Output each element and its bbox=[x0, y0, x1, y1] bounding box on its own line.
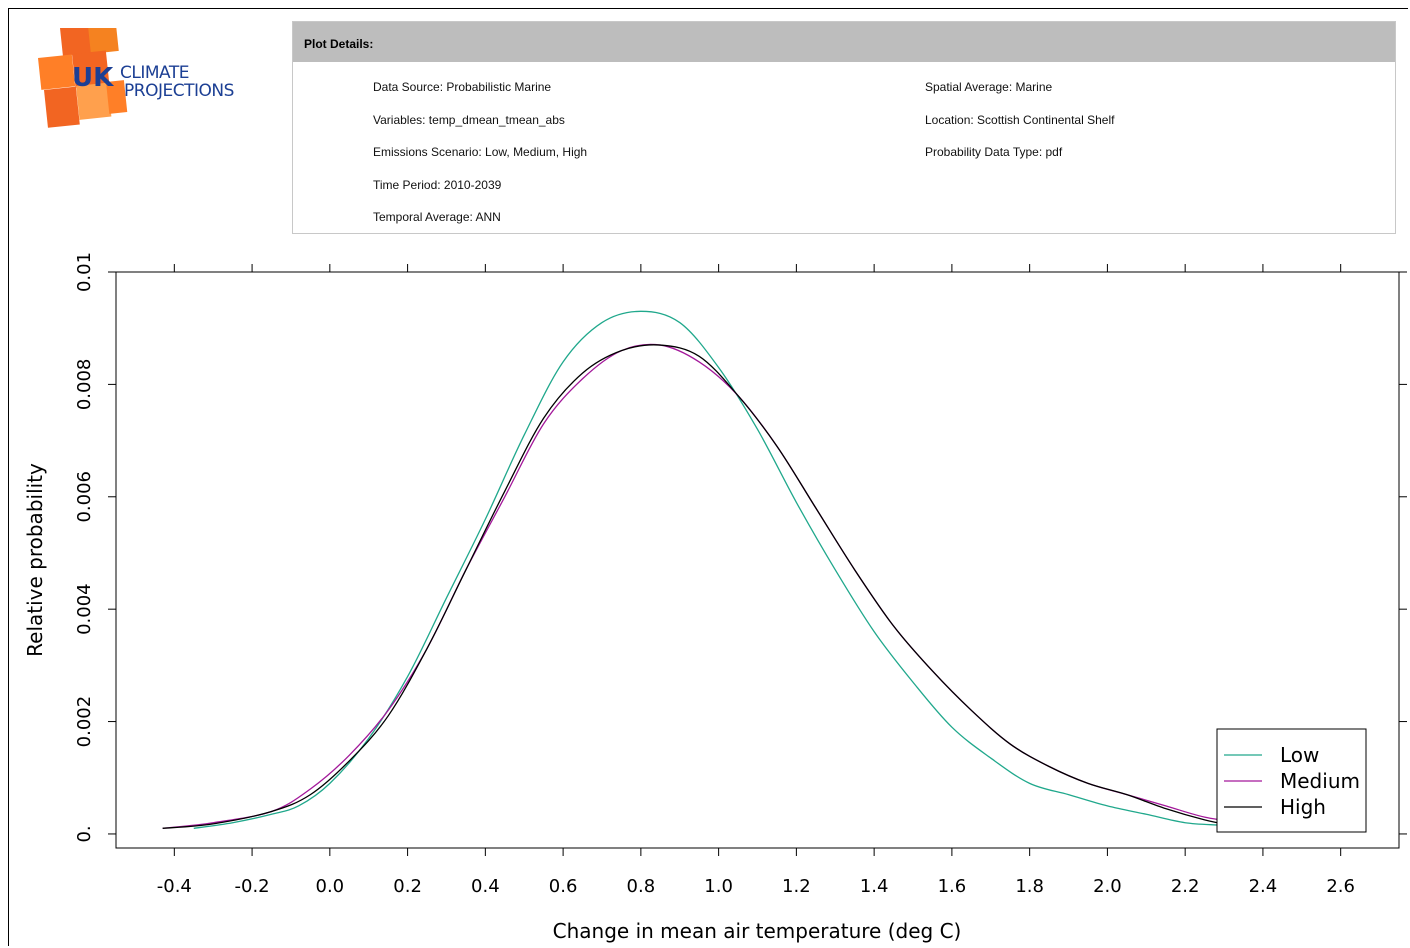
logo-uk-text: UK bbox=[72, 63, 114, 93]
logo-squares bbox=[38, 28, 128, 128]
x-tick-label: 0.8 bbox=[627, 876, 656, 897]
plot-area-frame bbox=[115, 271, 1400, 849]
detail-spatial-average: Spatial Average: Marine bbox=[925, 80, 1053, 94]
plot-details-panel: Plot Details: Data Source: Probabilistic… bbox=[292, 21, 1396, 234]
x-tick-label: 1.4 bbox=[860, 876, 889, 897]
detail-data-source: Data Source: Probabilistic Marine bbox=[373, 80, 552, 94]
x-tick-label: 0.6 bbox=[549, 876, 578, 897]
legend-label-medium: Medium bbox=[1280, 769, 1360, 793]
plot-details-left-column: Data Source: Probabilistic Marine Variab… bbox=[373, 62, 587, 225]
x-tick-label: 0.4 bbox=[471, 876, 500, 897]
y-tick-label: 0. bbox=[74, 825, 95, 842]
x-axis-label: Change in mean air temperature (deg C) bbox=[553, 919, 962, 943]
x-tick-label: 2.0 bbox=[1093, 876, 1122, 897]
x-tick-label: 1.8 bbox=[1015, 876, 1044, 897]
detail-time-period: Time Period: 2010-2039 bbox=[373, 177, 502, 192]
x-tick-label: -0.4 bbox=[157, 876, 192, 897]
series-line-medium bbox=[162, 343, 1244, 829]
y-tick-label: 0.004 bbox=[74, 583, 95, 635]
plot-details-right-column: Spatial Average: Marine Location: Scotti… bbox=[925, 62, 1114, 160]
x-tick-label: 1.6 bbox=[938, 876, 967, 897]
y-tick-label: 0.008 bbox=[74, 359, 95, 411]
x-tick-label: 2.4 bbox=[1249, 876, 1278, 897]
x-tick-label: 1.2 bbox=[782, 876, 811, 897]
detail-probability-type: Probability Data Type: pdf bbox=[925, 145, 1063, 159]
detail-emissions-scenario: Emissions Scenario: Low, Medium, High bbox=[373, 145, 588, 159]
plot-details-header: Plot Details: bbox=[293, 22, 1395, 62]
detail-variables: Variables: temp_dmean_tmean_abs bbox=[373, 112, 565, 127]
series-line-high bbox=[162, 344, 1232, 829]
x-tick-label: -0.2 bbox=[235, 876, 270, 897]
logo-climate-text: CLIMATE bbox=[120, 63, 189, 83]
y-tick-label: 0.006 bbox=[74, 471, 95, 523]
legend-label-low: Low bbox=[1280, 743, 1319, 767]
y-tick-label: 0.01 bbox=[74, 252, 95, 292]
y-axis-ticks: 0. 0.002 0.004 0.006 0.008 0.01 bbox=[74, 252, 1407, 843]
x-tick-label: 0.0 bbox=[316, 876, 345, 897]
x-tick-label: 2.2 bbox=[1171, 876, 1200, 897]
detail-location: Location: Scottish Continental Shelf bbox=[925, 112, 1115, 127]
logo-projections-text: PROJECTIONS bbox=[124, 81, 234, 101]
series-line-low bbox=[193, 310, 1244, 829]
ukcp-logo: UK CLIMATE PROJECTIONS bbox=[38, 28, 234, 128]
y-tick-label: 0.002 bbox=[74, 696, 95, 748]
x-axis-ticks: -0.4 -0.2 0.0 0.2 0.4 0.6 0.8 1.0 1.2 1.4 1.6 1.8 2.… bbox=[157, 264, 1355, 897]
x-tick-label: 2.6 bbox=[1326, 876, 1355, 897]
detail-temporal-average: Temporal Average: ANN bbox=[373, 210, 501, 224]
y-axis-label: Relative probability bbox=[23, 463, 47, 657]
x-tick-label: 1.0 bbox=[704, 876, 733, 897]
page-frame bbox=[8, 8, 1408, 946]
series-lines bbox=[162, 310, 1244, 829]
legend-label-high: High bbox=[1280, 795, 1326, 819]
x-tick-label: 0.2 bbox=[393, 876, 422, 897]
